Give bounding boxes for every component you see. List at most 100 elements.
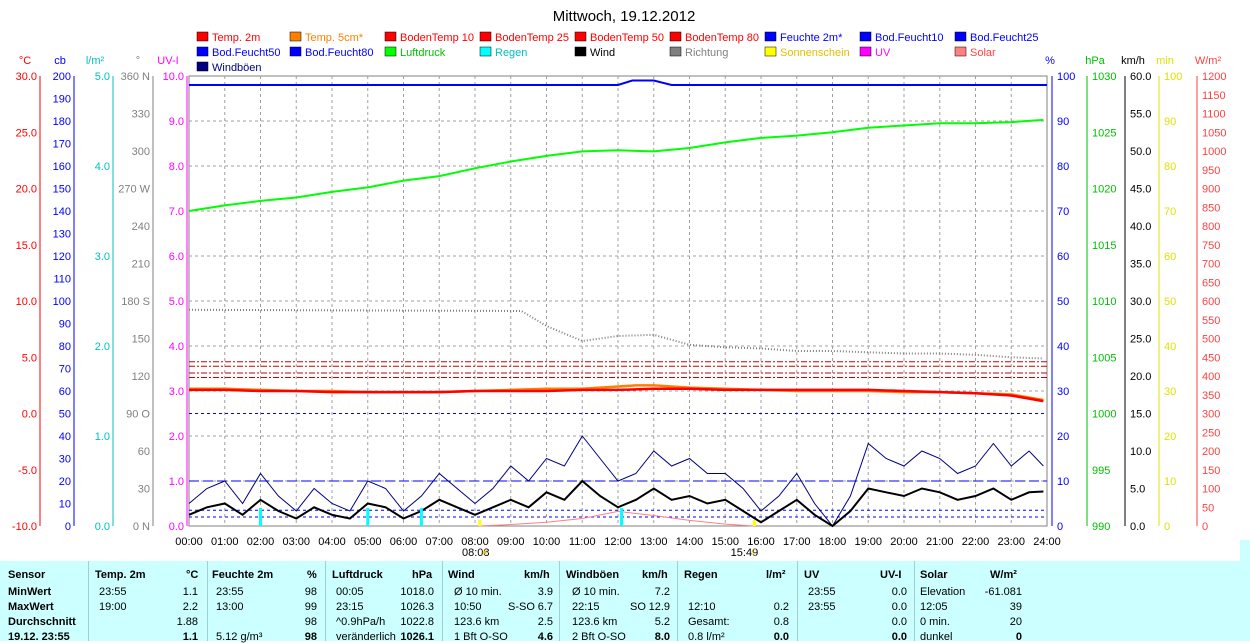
x-tick-13: 12:00 — [604, 536, 632, 548]
stats-rowlabel-2: MaxWert — [8, 601, 54, 613]
chart-legend: Temp. 2m Temp. 5cm* BodenTemp 10 BodenTemp … — [196, 31, 1039, 74]
pct-tick-6: 50 — [1057, 296, 1069, 308]
stats-feuchte-val-3: 98 — [304, 616, 317, 628]
x-tick-9: 08:00 — [461, 536, 489, 548]
legend-swatch-8 — [859, 31, 872, 42]
legend-swatch-4 — [479, 31, 492, 42]
stats-regen-val-4: 0.0 — [773, 631, 789, 643]
stats-sep-1 — [88, 561, 89, 641]
cb-tick-20: 10 — [59, 499, 71, 511]
wm2-tick-11: 700 — [1202, 259, 1220, 271]
legend-label-13: Regen — [495, 47, 527, 59]
stats-temp-time-1: 23:55 — [99, 586, 127, 598]
legend-swatch-5 — [574, 31, 587, 42]
stats-temp-time-2: 19:00 — [99, 601, 127, 613]
pct-tick-3: 80 — [1057, 161, 1069, 173]
x-tick-11: 10:00 — [533, 536, 561, 548]
right-strip — [1240, 540, 1250, 641]
min-tick-2: 90 — [1164, 116, 1176, 128]
legend-label-4: BodenTemp 25 — [495, 32, 569, 44]
min-tick-7: 40 — [1164, 341, 1176, 353]
stats-header-temp-unit: °C — [186, 569, 199, 581]
stats-sep-7 — [797, 561, 798, 641]
stats-sep-5 — [559, 561, 560, 641]
legend-swatch-13 — [479, 46, 492, 57]
stats-solar-a-3: 0 min. — [920, 616, 950, 628]
kmh-tick-4: 45.0 — [1130, 184, 1151, 196]
dir-tick-3: 300 — [132, 146, 150, 158]
temp-tick-8: -5.0 — [18, 465, 37, 477]
wm2-tick-21: 200 — [1202, 446, 1220, 458]
stats-header-solar: Solar — [920, 569, 948, 581]
x-tick-8: 07:00 — [425, 536, 453, 548]
stats-boeen-a-2: 22:15 — [572, 601, 600, 613]
min-tick-1: 100 — [1164, 71, 1182, 83]
rain-tick-6: 0.0 — [95, 521, 110, 533]
x-axis: 00:00 01:00 02:00 03:00 04:00 05:00 06:00 07:00… — [175, 536, 1061, 559]
legend-swatch-12 — [384, 46, 397, 57]
pct-tick-5: 60 — [1057, 251, 1069, 263]
rain-tick-4: 2.0 — [95, 341, 110, 353]
wm2-tick-17: 400 — [1202, 371, 1220, 383]
uvi-tick-2: 9.0 — [169, 116, 184, 128]
temp-tick-7: 0.0 — [22, 409, 37, 421]
stats-table: Sensor MinWert MaxWert Durchschnitt 19.12. 2… — [0, 561, 1240, 643]
x-tick-1: 00:00 — [175, 536, 203, 548]
legend-swatch-11 — [289, 46, 302, 57]
rain-tick-2: 4.0 — [95, 161, 110, 173]
x-tick-4: 03:00 — [282, 536, 310, 548]
x-tick-24: 23:00 — [997, 536, 1025, 548]
legend-swatch-10 — [196, 46, 209, 57]
legend-swatch-1 — [196, 31, 209, 42]
min-tick-10: 10 — [1164, 476, 1176, 488]
cb-tick-11: 100 — [53, 296, 71, 308]
stats-boeen-a-3: 123.6 km — [572, 616, 618, 628]
cb-tick-6: 150 — [53, 184, 71, 196]
cb-tick-1: 200 — [53, 71, 71, 83]
legend-label-18: Solar — [970, 47, 996, 59]
rain-bar-4 — [620, 508, 624, 526]
cb-tick-5: 160 — [53, 161, 71, 173]
stats-luft-val-1: 1018.0 — [400, 586, 434, 598]
min-tick-6: 50 — [1164, 296, 1176, 308]
x-tick-23: 22:00 — [962, 536, 990, 548]
legend-label-12: Luftdruck — [400, 47, 446, 59]
stats-regen-val-2: 0.2 — [773, 601, 789, 613]
hpa-tick-3: 1020 — [1092, 184, 1116, 196]
legend-label-17: UV — [875, 47, 891, 59]
hpa-tick-1: 1030 — [1092, 71, 1116, 83]
series-windboeen — [188, 435, 1044, 527]
dir-tick-11: 60 — [138, 446, 150, 458]
stats-header-luft: Luftdruck — [332, 569, 383, 581]
dir-tick-4: 270 W — [118, 184, 150, 196]
wm2-tick-10: 750 — [1202, 240, 1220, 252]
stats-sep-4 — [442, 561, 443, 641]
stats-regen-val-3: 0.8 — [773, 616, 789, 628]
dir-tick-5: 240 — [132, 221, 150, 233]
stats-solar-val-1: -61.081 — [984, 586, 1022, 598]
kmh-tick-6: 35.0 — [1130, 259, 1151, 271]
min-tick-3: 80 — [1164, 161, 1176, 173]
cb-tick-21: 0 — [65, 521, 71, 533]
series-solar — [478, 510, 754, 527]
temp-tick-9: -10.0 — [12, 521, 37, 533]
wm2-tick-12: 650 — [1202, 277, 1220, 289]
pct-tick-1: 100 — [1057, 71, 1075, 83]
stats-feuchte-time-1: 23:55 — [216, 586, 244, 598]
legend-label-6: BodenTemp 80 — [685, 32, 759, 44]
legend-swatch-16 — [764, 46, 777, 57]
x-tick-19: 18:00 — [819, 536, 847, 548]
stats-temp-val-2: 2.2 — [182, 601, 198, 613]
x-tick-14: 13:00 — [640, 536, 668, 548]
stats-header-wind-unit: km/h — [524, 569, 550, 581]
stats-header-sensor: Sensor — [8, 569, 46, 581]
dir-axis-unit: ° — [136, 55, 140, 67]
rain-bar-3 — [419, 508, 423, 526]
pct-tick-11: 0 — [1057, 521, 1063, 533]
uvi-tick-9: 2.0 — [169, 431, 184, 443]
wm2-tick-16: 450 — [1202, 352, 1220, 364]
stats-wind-val-1: 3.9 — [537, 586, 553, 598]
x-tick-6: 05:00 — [354, 536, 382, 548]
min-tick-9: 20 — [1164, 431, 1176, 443]
temp-tick-3: 20.0 — [16, 184, 37, 196]
